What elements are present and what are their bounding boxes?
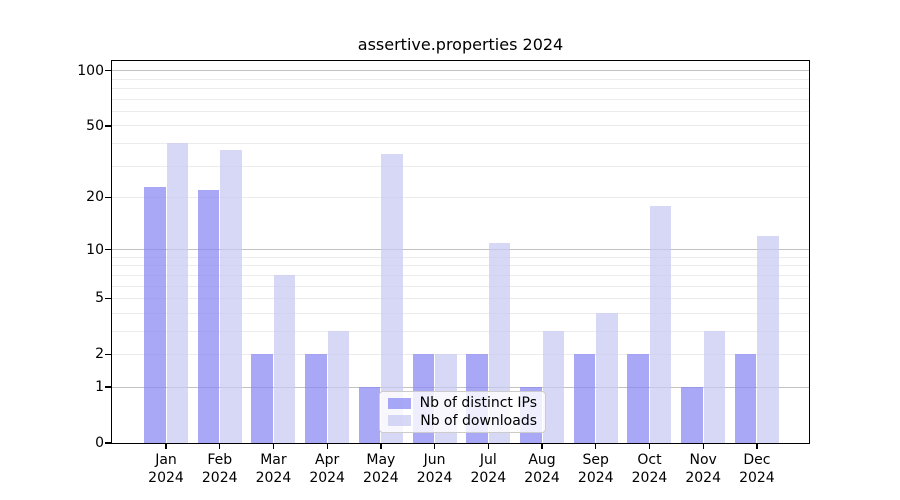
x-tick-mark — [326, 443, 328, 449]
gridline-minor — [112, 196, 809, 198]
x-axis-line — [110, 442, 810, 444]
x-tick-label-nov: Nov 2024 — [685, 452, 721, 486]
bar-downloads — [757, 236, 779, 443]
bar-distinct-ips — [734, 354, 757, 443]
x-tick-mark — [648, 443, 651, 449]
bar-distinct-ips — [305, 354, 327, 443]
y-tick-mark — [105, 297, 111, 300]
x-tick-label-aug: Aug 2024 — [524, 452, 560, 486]
gridline-minor — [112, 285, 809, 287]
gridline-minor — [112, 353, 809, 355]
x-tick-mark — [487, 443, 489, 449]
x-tick-mark — [272, 443, 275, 449]
legend-swatch-downloads — [388, 415, 412, 427]
bar-distinct-ips — [144, 186, 166, 443]
y-tick-mark — [105, 386, 111, 388]
y-tick-mark — [105, 125, 111, 127]
x-tick-label-mar: Mar 2024 — [255, 452, 292, 486]
x-tick-mark — [219, 443, 221, 449]
x-tick-mark — [756, 443, 758, 449]
x-tick-mark — [702, 443, 704, 449]
y-tick-mark — [105, 196, 111, 199]
legend: Nb of distinct IPs Nb of downloads — [379, 391, 546, 433]
x-tick-label-feb: Feb 2024 — [201, 452, 238, 486]
bar-downloads — [220, 149, 242, 443]
bar-distinct-ips — [681, 387, 703, 443]
x-tick-label-oct: Oct 2024 — [631, 452, 668, 486]
bar-downloads — [166, 143, 188, 443]
bar-downloads — [542, 331, 565, 443]
gridline-minor — [112, 312, 809, 314]
bar-downloads — [381, 153, 403, 443]
legend-item-distinct-ips: Nb of distinct IPs — [388, 395, 537, 411]
bar-downloads — [596, 313, 618, 443]
x-tick-label-jun: Jun 2024 — [416, 452, 453, 486]
gridline-minor — [112, 98, 809, 100]
y-tick-label: 5 — [95, 290, 104, 307]
gridline-minor — [112, 142, 809, 144]
y-tick-label: 0 — [95, 435, 104, 451]
bar-distinct-ips — [573, 354, 596, 443]
legend-swatch-distinct-ips — [388, 397, 411, 409]
x-tick-mark — [165, 443, 167, 449]
y-tick-label: 100 — [77, 62, 104, 79]
gridline-minor — [112, 78, 809, 80]
gridline-major — [112, 70, 809, 72]
y-tick-label: 1 — [95, 379, 104, 396]
y-tick-mark — [105, 70, 111, 72]
bar-distinct-ips — [627, 354, 649, 443]
x-tick-label-sep: Sep 2024 — [577, 452, 614, 486]
y-tick-label: 10 — [86, 241, 104, 258]
plot-area — [112, 61, 809, 443]
bar-downloads — [327, 331, 350, 443]
x-tick-label-may: May 2024 — [363, 452, 399, 486]
x-tick-label-dec: Dec 2024 — [739, 452, 775, 486]
gridline-minor — [112, 330, 809, 332]
gridline-minor — [112, 274, 809, 276]
y-tick-label: 50 — [86, 117, 104, 134]
legend-item-downloads: Nb of downloads — [388, 413, 537, 429]
bar-distinct-ips — [197, 190, 220, 443]
y-tick-mark — [105, 353, 111, 356]
gridline-minor — [112, 110, 809, 112]
x-tick-label-jul: Jul 2024 — [470, 452, 507, 486]
y-tick-mark — [105, 248, 111, 251]
y-axis-line — [110, 60, 112, 444]
bar-downloads — [703, 331, 726, 443]
legend-label-distinct-ips: Nb of distinct IPs — [419, 395, 537, 412]
bar-downloads — [649, 205, 672, 443]
chart-title: assertive.properties 2024 — [357, 35, 564, 54]
x-tick-mark — [380, 443, 382, 449]
x-tick-label-jan: Jan 2024 — [148, 452, 184, 486]
gridline-minor — [112, 265, 809, 267]
y-tick-label: 2 — [95, 346, 104, 363]
y-tick-label: 20 — [86, 189, 104, 206]
gridline-minor — [112, 165, 809, 167]
legend-label-downloads: Nb of downloads — [420, 412, 537, 429]
gridline-major — [112, 386, 809, 388]
y-tick-mark — [105, 442, 111, 444]
gridline-minor — [112, 297, 809, 299]
bar-distinct-ips — [358, 387, 381, 443]
gridline-minor — [112, 125, 809, 127]
x-tick-mark — [433, 443, 436, 449]
bar-distinct-ips — [251, 354, 273, 443]
x-tick-label-apr: Apr 2024 — [309, 452, 345, 486]
right-border-line — [808, 60, 810, 444]
gridline-major — [112, 249, 809, 251]
x-tick-mark — [541, 443, 543, 449]
bar-downloads — [273, 275, 296, 443]
gridline-minor — [112, 88, 809, 90]
top-border-line — [110, 60, 810, 62]
gridline-minor — [112, 256, 809, 258]
x-tick-mark — [595, 443, 597, 449]
